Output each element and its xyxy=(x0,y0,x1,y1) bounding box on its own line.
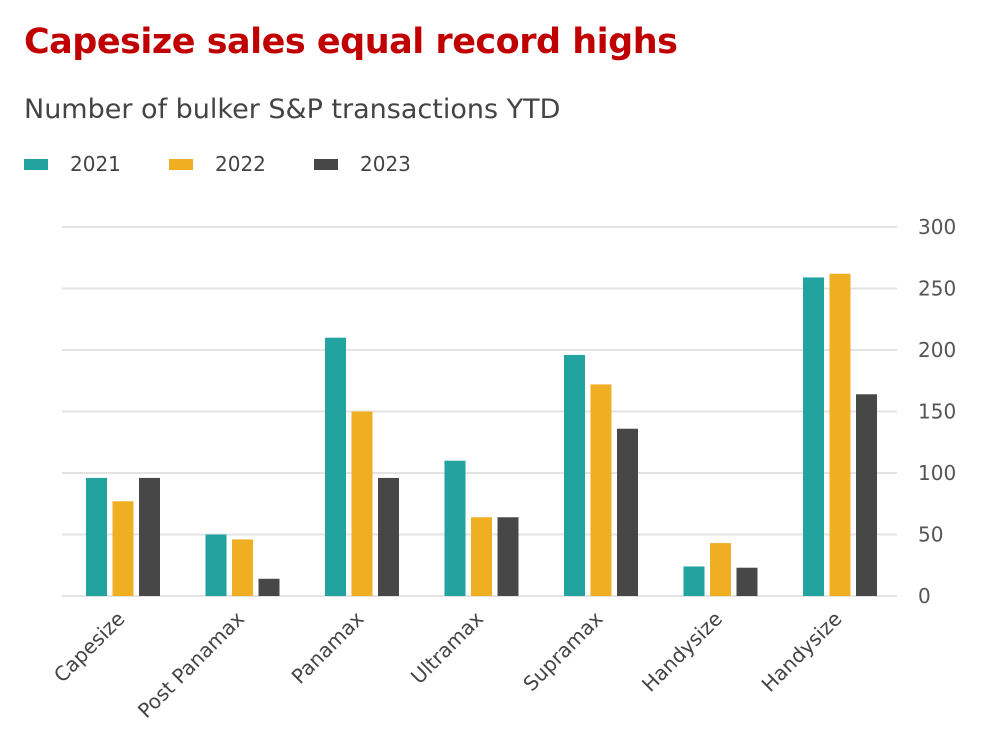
legend-item-2023: 2023 xyxy=(314,152,459,176)
x-tick-label: Panamax xyxy=(287,606,369,688)
x-tick-label: Capesize xyxy=(49,607,130,688)
bar-2021-handysize xyxy=(683,566,705,596)
bar-2023-supramax xyxy=(617,428,638,596)
bar-2023-ultramax xyxy=(497,517,519,596)
x-tick-label: Post Panamax xyxy=(133,606,249,722)
bar-2021-panamax xyxy=(325,337,346,596)
legend-label: 2021 xyxy=(70,152,121,176)
chart-title: Capesize sales equal record highs xyxy=(24,22,678,62)
bar-2022-handysize xyxy=(710,543,731,596)
chart-subtitle: Number of bulker S&P transactions YTD xyxy=(24,94,561,125)
bar-2023-panamax xyxy=(378,477,399,596)
bar-2022-handysize xyxy=(829,273,851,596)
bar-2021-handysize xyxy=(803,277,824,596)
legend-swatch xyxy=(314,158,338,170)
y-tick-label: 0 xyxy=(918,584,931,608)
legend-label: 2022 xyxy=(215,152,266,176)
legend-item-2022: 2022 xyxy=(169,152,314,176)
bar-2023-handysize xyxy=(736,567,758,596)
y-tick-label: 100 xyxy=(918,461,956,485)
y-tick-label: 250 xyxy=(918,277,956,301)
x-tick-label: Supramax xyxy=(518,606,607,695)
bar-2021-ultramax xyxy=(444,460,466,596)
bar-2021-post-panamax xyxy=(205,534,227,596)
bar-2021-capesize xyxy=(86,477,107,596)
y-tick-label: 300 xyxy=(918,215,956,239)
bar-2021-supramax xyxy=(564,354,585,596)
bar-2022-supramax xyxy=(590,384,612,596)
bar-2022-post-panamax xyxy=(232,539,253,596)
x-tick-label: Handysize xyxy=(637,607,727,697)
legend-label: 2023 xyxy=(360,152,411,176)
bar-2023-post-panamax xyxy=(258,578,280,596)
bar-2023-capesize xyxy=(139,477,160,596)
legend-item-2021: 2021 xyxy=(24,152,169,176)
bar-2023-handysize xyxy=(856,394,877,596)
bar-2022-capesize xyxy=(112,501,134,596)
bar-2022-ultramax xyxy=(471,517,492,596)
bar-2022-panamax xyxy=(351,411,373,596)
y-tick-label: 50 xyxy=(918,523,943,547)
x-tick-label: Ultramax xyxy=(406,606,488,688)
y-tick-label: 200 xyxy=(918,338,956,362)
legend: 2021 2022 2023 xyxy=(24,152,459,176)
legend-swatch xyxy=(24,158,48,170)
legend-swatch xyxy=(169,158,193,170)
y-tick-label: 150 xyxy=(918,400,956,424)
x-tick-label: Handysize xyxy=(757,607,847,697)
